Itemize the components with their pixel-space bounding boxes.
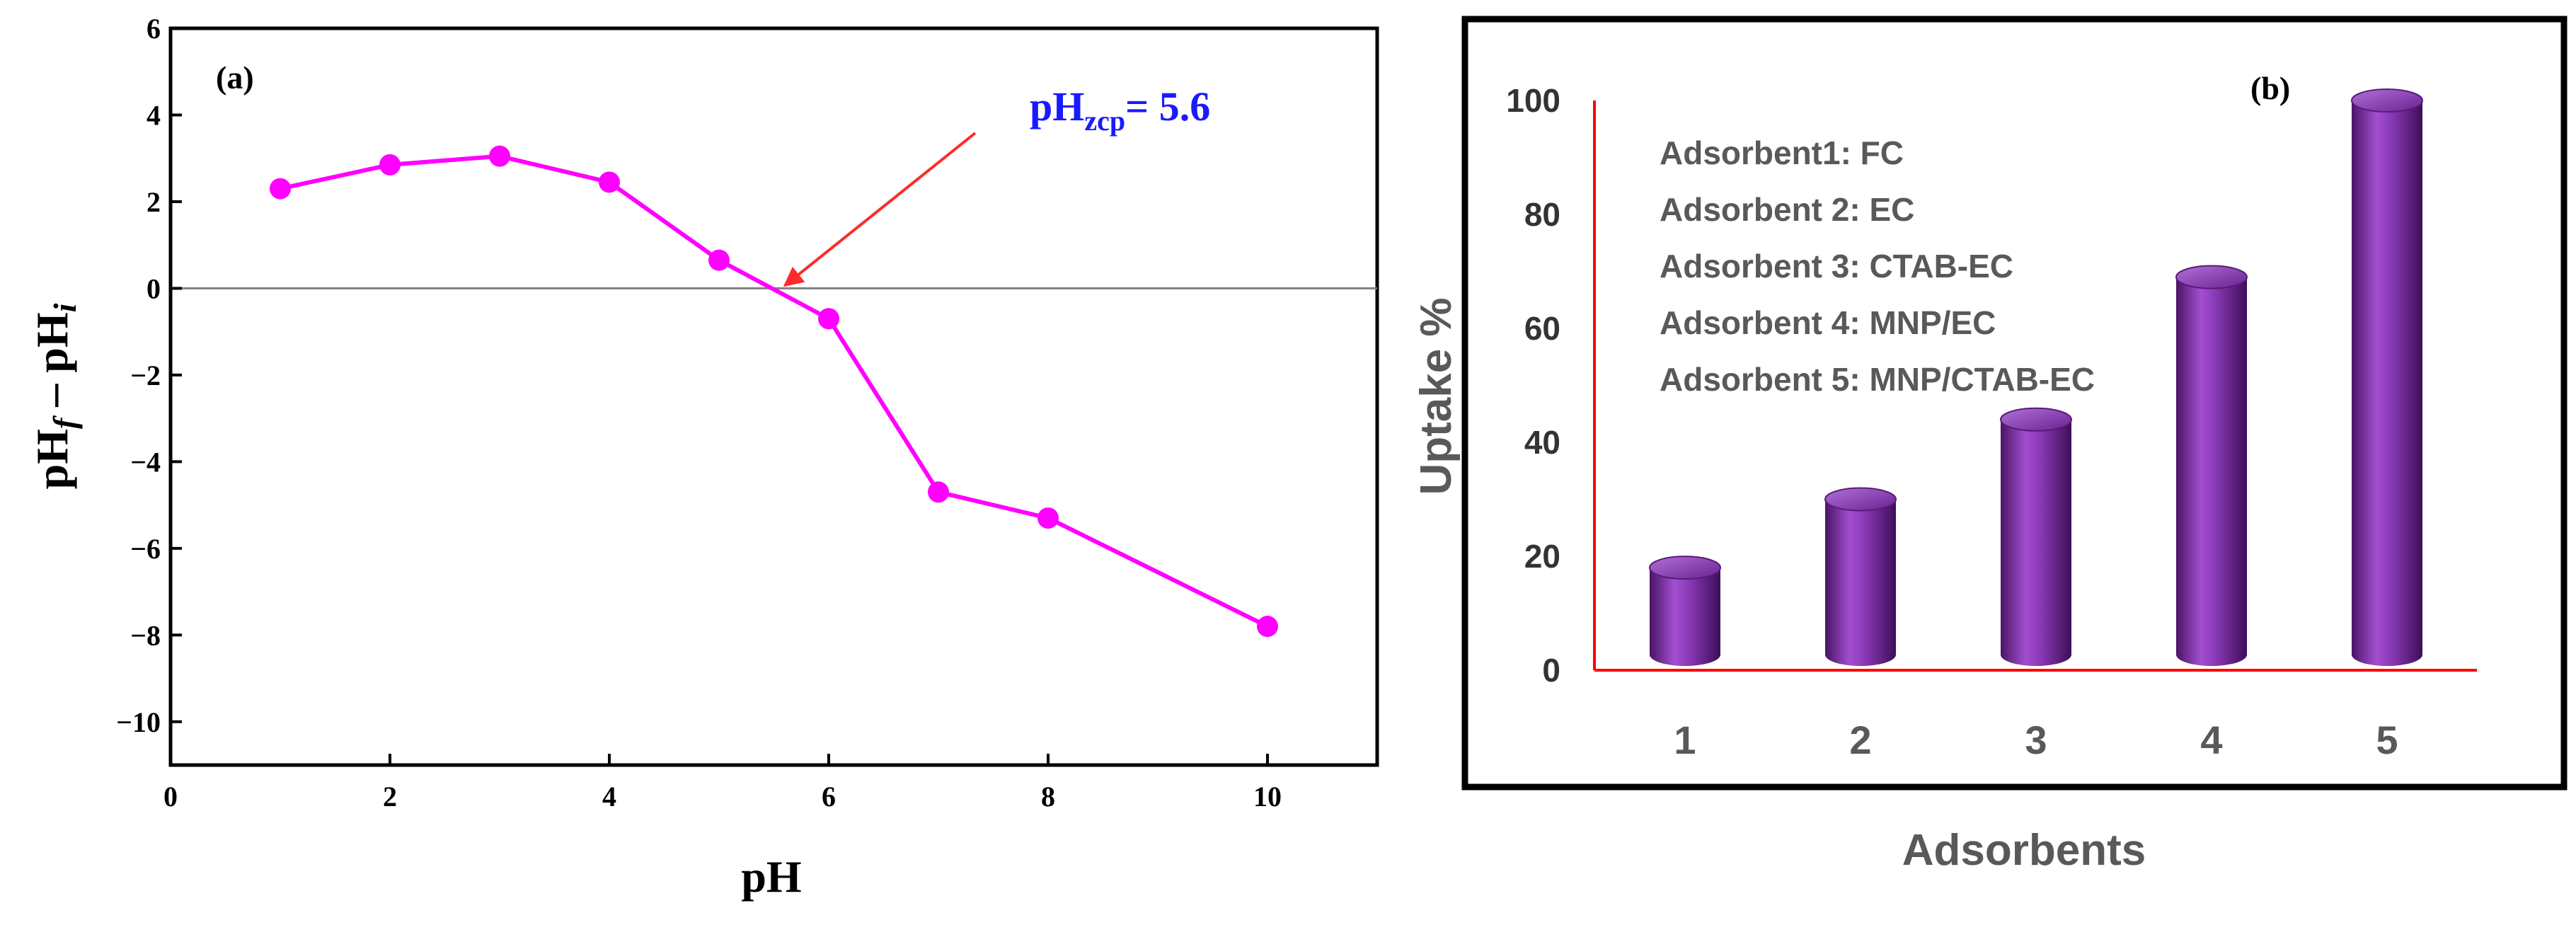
y-tick-label-b: 60 bbox=[1524, 310, 1560, 347]
y-tick-label-b: 0 bbox=[1542, 652, 1560, 689]
plot-b-frame bbox=[1461, 16, 2568, 791]
data-point bbox=[1037, 507, 1059, 529]
bar-body bbox=[1825, 499, 1896, 666]
series-line bbox=[280, 154, 1269, 628]
y-axis-label-a: pHf – pHi bbox=[27, 303, 83, 489]
bar-body bbox=[1650, 568, 1720, 666]
y-tick-label-a: 6 bbox=[146, 13, 161, 45]
x-tick-label-a: 8 bbox=[1041, 781, 1055, 812]
y-tick-label-b: 40 bbox=[1524, 424, 1560, 461]
legend-entry-2: Adsorbent 2: EC bbox=[1660, 191, 1914, 228]
bar-cap bbox=[1649, 556, 1721, 580]
bar-body bbox=[2176, 277, 2247, 666]
x-tick-label-a: 6 bbox=[822, 781, 836, 812]
legend-entry-1: Adsorbent1: FC bbox=[1660, 134, 1904, 171]
bar-5 bbox=[2351, 88, 2423, 666]
y-tick-label-a: −8 bbox=[130, 619, 161, 651]
x-tick-label-b: 2 bbox=[1849, 718, 1871, 762]
x-tick-label-a: 4 bbox=[602, 781, 616, 812]
y-tick-label-a: 4 bbox=[146, 99, 161, 131]
zcp-label-main: pH bbox=[1030, 84, 1084, 130]
zcp-annotation: pHzcp= 5.6 bbox=[783, 84, 1210, 287]
bar-cap bbox=[2351, 88, 2423, 113]
x-axis-label-b: Adsorbents bbox=[1902, 826, 2146, 875]
data-point bbox=[270, 178, 291, 200]
bar-cap bbox=[2175, 265, 2248, 289]
y-tick-label-a: 2 bbox=[146, 186, 161, 218]
x-tick-label-b: 5 bbox=[2376, 718, 2398, 762]
data-point bbox=[1257, 616, 1278, 638]
y-tick-label-a: −10 bbox=[116, 706, 161, 738]
y-axis-label-b: Uptake % bbox=[1412, 297, 1461, 495]
y-tick-label-b: 80 bbox=[1524, 196, 1560, 233]
x-tick-label-a: 0 bbox=[163, 781, 178, 812]
zcp-arrow bbox=[783, 132, 977, 287]
x-axis-label-a: pH bbox=[741, 851, 801, 902]
bar-body bbox=[2352, 100, 2422, 666]
bar-cap bbox=[2000, 407, 2072, 432]
y-tick-label-b: 20 bbox=[1524, 538, 1560, 575]
x-tick-label-a: 2 bbox=[383, 781, 397, 812]
x-tick-label-b: 3 bbox=[2025, 718, 2047, 762]
bar-2 bbox=[1824, 487, 1897, 666]
panel-label-a: (a) bbox=[216, 59, 254, 96]
data-point bbox=[928, 481, 949, 503]
y-tick-label-b: 100 bbox=[1506, 82, 1560, 119]
data-point bbox=[379, 154, 401, 176]
legend-b: Adsorbent1: FC Adsorbent 2: EC Adsorbent… bbox=[1660, 134, 2095, 398]
y-tick-label-a: −4 bbox=[130, 446, 161, 478]
svg-text:pHzcp= 5.6: pHzcp= 5.6 bbox=[1030, 84, 1210, 137]
bar-cap bbox=[1824, 487, 1897, 512]
panel-label-b: (b) bbox=[2250, 70, 2290, 106]
y-tick-label-a: 0 bbox=[146, 272, 161, 304]
bar-3 bbox=[2000, 407, 2072, 666]
zcp-label-value: = 5.6 bbox=[1125, 84, 1210, 130]
x-tick-label-b: 1 bbox=[1674, 718, 1696, 762]
data-point bbox=[818, 308, 839, 330]
zcp-label-sub: zcp bbox=[1084, 105, 1125, 137]
legend-entry-3: Adsorbent 3: CTAB-EC bbox=[1660, 248, 2013, 285]
bar-body bbox=[2001, 419, 2071, 666]
legend-entry-4: Adsorbent 4: MNP/EC bbox=[1660, 304, 1996, 341]
data-point bbox=[599, 171, 620, 193]
data-point bbox=[708, 249, 730, 271]
bar-4 bbox=[2175, 265, 2248, 666]
x-tick-label-a: 10 bbox=[1253, 781, 1282, 812]
legend-entry-5: Adsorbent 5: MNP/CTAB-EC bbox=[1660, 361, 2095, 398]
data-point bbox=[489, 145, 510, 167]
bar-1 bbox=[1649, 556, 1721, 666]
y-tick-label-a: −2 bbox=[130, 360, 161, 391]
x-tick-label-b: 4 bbox=[2200, 718, 2222, 762]
plot-a-frame bbox=[168, 26, 1379, 767]
y-tick-label-a: −6 bbox=[130, 533, 161, 565]
panel-b-bar-chart: 0 20 40 60 80 100 1 2 3 4 5 (b) Adsorbent1: FC Ad… bbox=[1412, 16, 2568, 875]
